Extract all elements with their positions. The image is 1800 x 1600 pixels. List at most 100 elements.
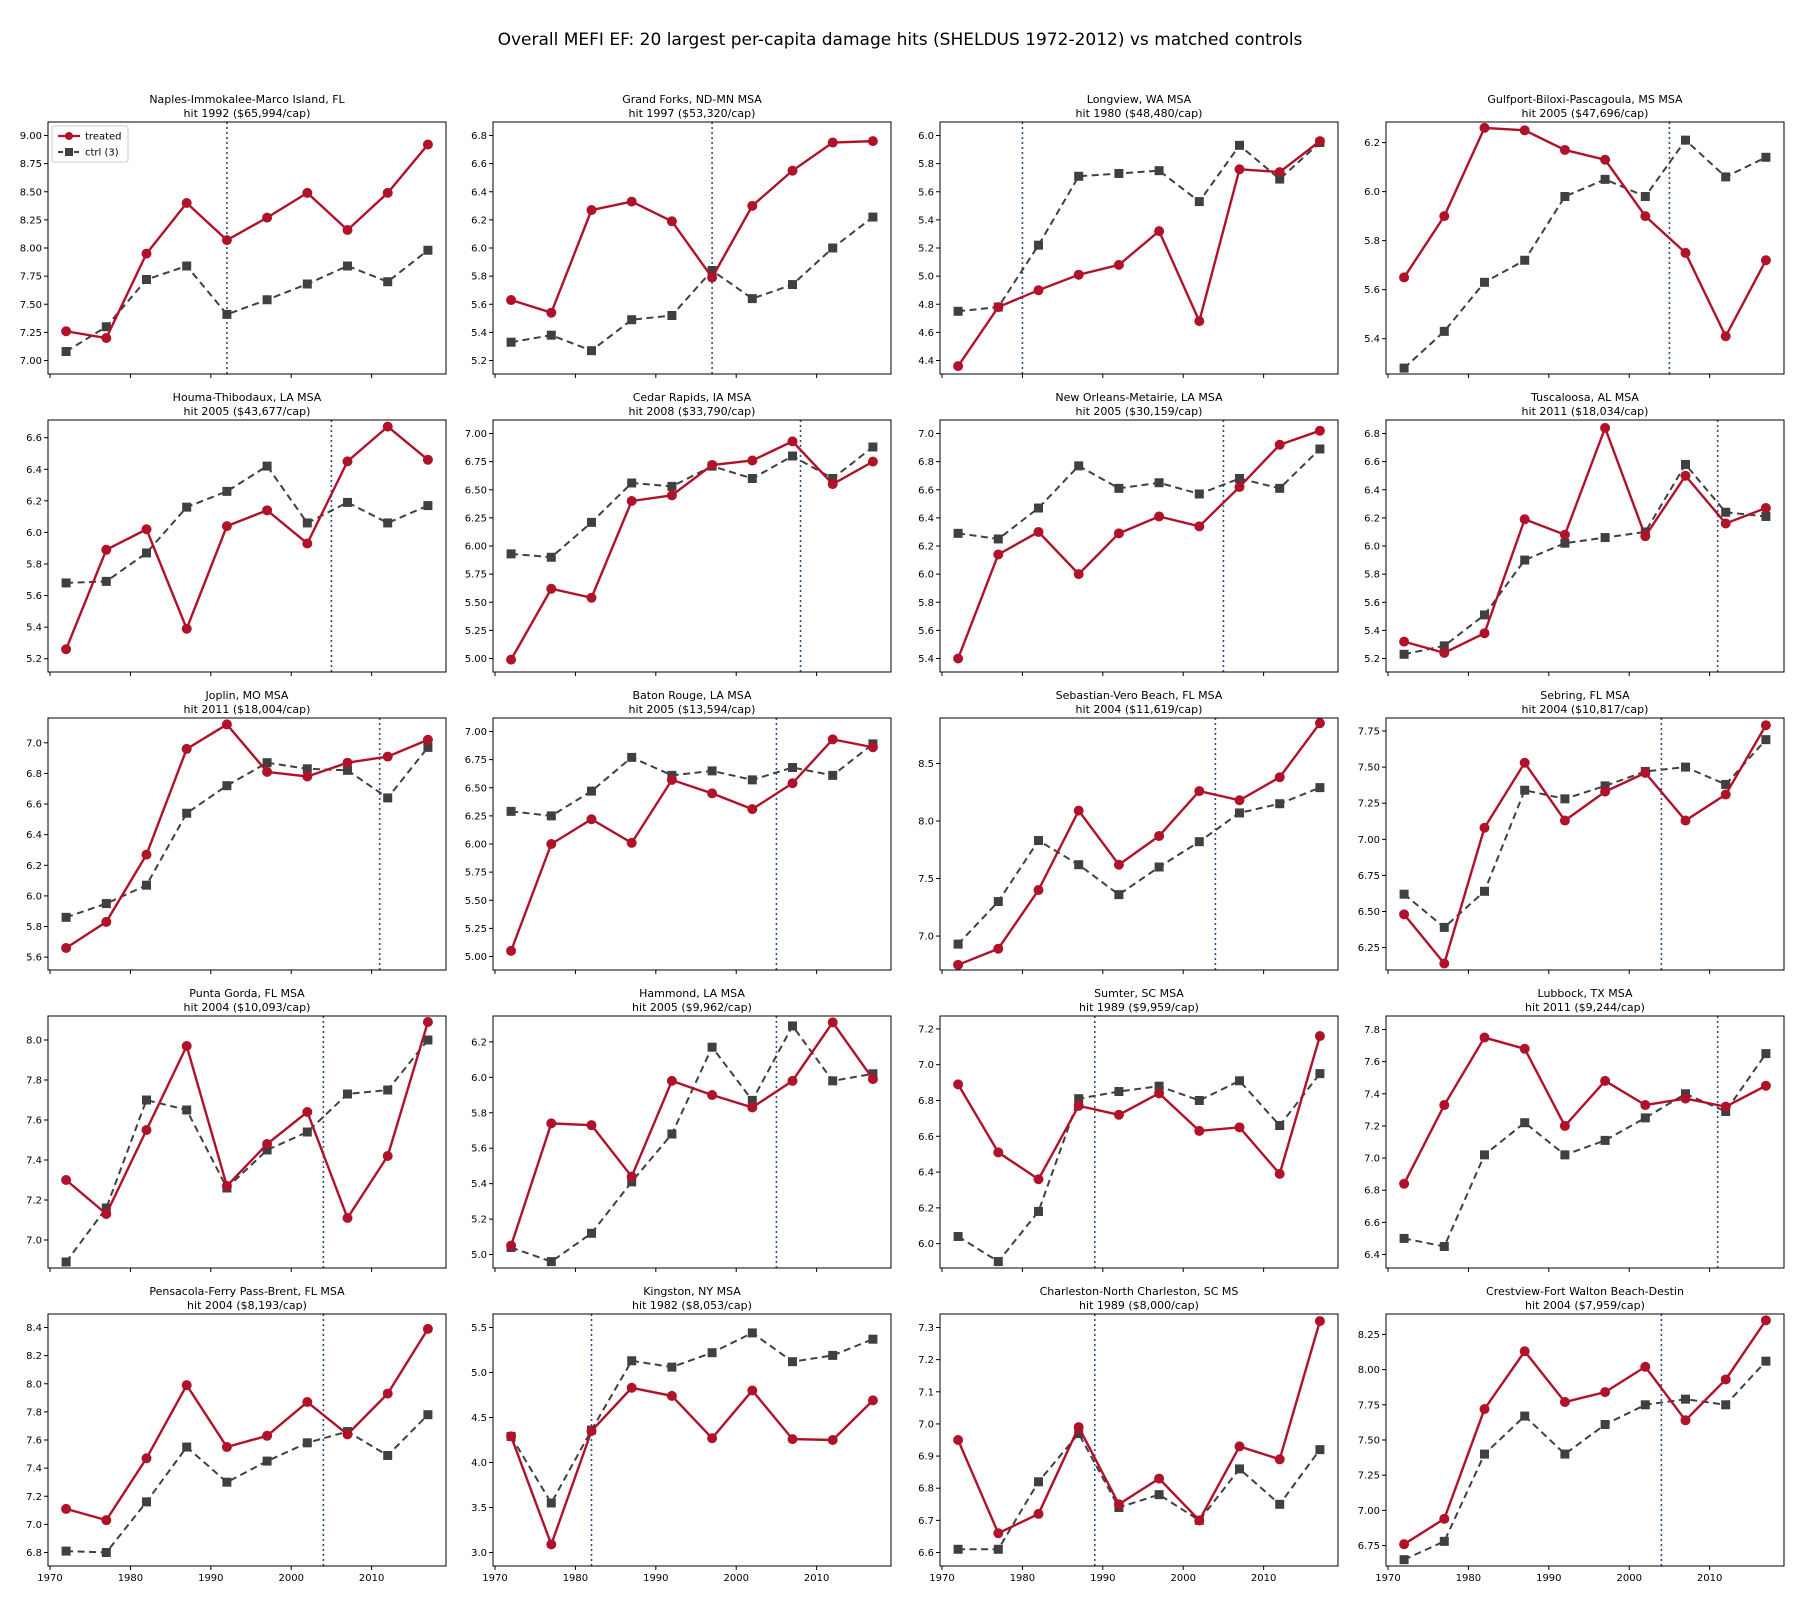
ctrl-point <box>1761 735 1771 745</box>
treated-point <box>302 1107 313 1117</box>
ctrl-point <box>1761 1049 1771 1059</box>
treated-point <box>787 165 798 176</box>
treated-point <box>181 198 192 208</box>
y-tick-label: 6.8 <box>918 1096 934 1107</box>
axes-frame <box>1385 419 1785 673</box>
ctrl-point <box>1560 1150 1570 1160</box>
ctrl-point <box>788 763 798 772</box>
axes-frame <box>492 717 892 971</box>
treated-point <box>1274 439 1285 450</box>
y-tick-label: 6.8 <box>1364 1186 1380 1197</box>
y-tick-label: 7.0 <box>918 1060 934 1071</box>
treated-point <box>101 544 112 555</box>
y-tick-label: 5.50 <box>465 598 487 609</box>
y-tick-label: 5.5 <box>471 1323 487 1334</box>
ctrl-point <box>707 1348 717 1358</box>
treated-point <box>382 751 393 762</box>
ctrl-point <box>182 261 192 271</box>
ctrl-point <box>1154 478 1164 488</box>
ctrl-point <box>1439 922 1449 932</box>
y-tick-label: 5.6 <box>26 953 42 964</box>
ctrl-point <box>1399 1233 1409 1243</box>
ctrl-point <box>61 578 71 588</box>
treated-point <box>1194 521 1205 532</box>
treated-point <box>1600 1387 1611 1398</box>
ctrl-point <box>1074 171 1084 181</box>
ctrl-point <box>1439 1536 1449 1546</box>
treated-point <box>1314 1031 1325 1042</box>
ctrl-point <box>1520 785 1530 795</box>
treated-point <box>867 742 878 753</box>
treated-point <box>546 307 557 318</box>
y-tick-label: 6.2 <box>918 1203 934 1214</box>
ctrl-point <box>182 502 192 512</box>
y-tick-label: 5.00 <box>465 952 487 963</box>
ctrl-point <box>667 1129 677 1139</box>
treated-point <box>1600 786 1611 797</box>
y-tick-label: 6.4 <box>26 830 42 841</box>
ctrl-point <box>1761 152 1771 162</box>
treated-series-line <box>957 722 1321 966</box>
axes-frame <box>939 1313 1339 1567</box>
treated-point <box>382 1151 393 1161</box>
ctrl-series-line <box>510 743 874 817</box>
ctrl-point <box>707 766 717 776</box>
y-tick-label: 8.00 <box>1358 1365 1380 1376</box>
legend: treated ctrl (3) <box>51 125 129 163</box>
treated-series-line <box>510 439 874 661</box>
treated-point <box>61 1175 72 1185</box>
treated-series-line <box>956 1320 1322 1535</box>
ctrl-point <box>1154 862 1164 872</box>
ctrl-point <box>993 1544 1003 1554</box>
treated-point <box>586 592 597 603</box>
ctrl-point <box>586 1228 596 1238</box>
treated-point <box>1033 1508 1044 1519</box>
y-tick-label: 4.5 <box>471 1413 487 1424</box>
x-tick-label: 1980 <box>118 1573 143 1584</box>
y-tick-label: 8.25 <box>20 215 42 226</box>
treated-point <box>1113 528 1124 539</box>
ctrl-point <box>627 315 637 325</box>
y-tick-label: 5.8 <box>918 159 934 170</box>
ctrl-point <box>1479 886 1489 896</box>
y-tick-label: 7.3 <box>918 1323 934 1334</box>
treated-series-line <box>957 140 1321 367</box>
treated-point <box>302 187 313 198</box>
legend-treated-label: treated <box>85 132 122 143</box>
treated-point <box>1559 1396 1570 1407</box>
y-tick-label: 5.4 <box>918 215 934 226</box>
ctrl-point <box>828 474 838 483</box>
panel-subtitle: hit 1982 ($8,053/cap) <box>632 1299 752 1312</box>
y-tick-label: 7.0 <box>26 738 42 749</box>
treated-point <box>787 1075 798 1086</box>
treated-point <box>1033 285 1044 296</box>
y-tick-label: 4.6 <box>918 328 934 339</box>
panel-title: Houma-Thibodaux, LA MSA <box>173 391 322 404</box>
y-tick-label: 6.25 <box>465 811 487 822</box>
treated-point <box>101 333 112 343</box>
y-tick-label: 7.0 <box>918 429 934 440</box>
y-tick-label: 8.0 <box>918 816 934 827</box>
ctrl-point <box>1114 1087 1124 1097</box>
treated-point <box>1234 164 1245 175</box>
ctrl-point <box>586 517 596 527</box>
treated-point <box>422 734 433 745</box>
ctrl-point <box>141 1497 151 1507</box>
treated-point <box>1274 167 1285 178</box>
panel-subtitle: hit 1980 ($48,480/cap) <box>1076 107 1203 120</box>
y-tick-label: 7.4 <box>26 1464 42 1475</box>
y-tick-label: 5.75 <box>465 570 487 581</box>
y-tick-label: 8.2 <box>26 1351 42 1362</box>
treated-point <box>101 1515 112 1526</box>
ctrl-point <box>343 1089 353 1099</box>
y-tick-label: 6.0 <box>26 891 42 902</box>
treated-point <box>506 1431 517 1442</box>
y-tick-label: 8.0 <box>26 1036 42 1047</box>
panel-title: Longview, WA MSA <box>1087 93 1192 106</box>
ctrl-point <box>1154 1081 1164 1091</box>
ctrl-point <box>1520 255 1530 265</box>
treated-point <box>867 136 878 147</box>
